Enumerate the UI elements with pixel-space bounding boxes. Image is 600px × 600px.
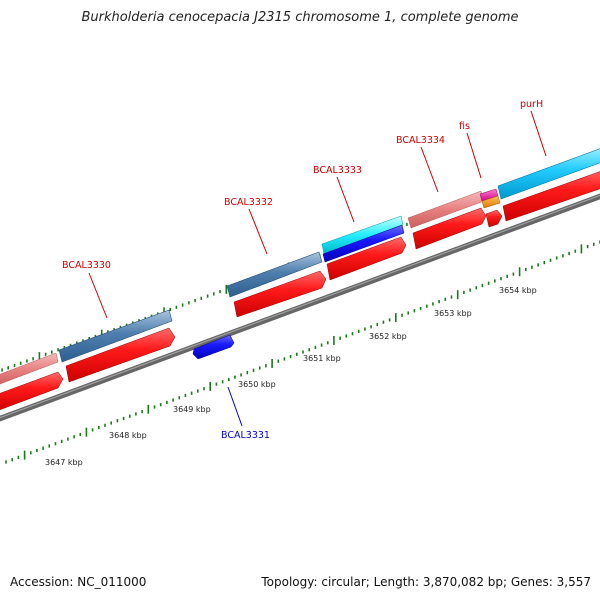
gene-arrow-BCAL3332[interactable]	[233, 270, 327, 318]
gene-bar-BCAL3332[interactable]	[226, 251, 323, 298]
dna-backbone-highlight	[0, 194, 600, 419]
gene-arrow-BCAL3330[interactable]	[65, 327, 176, 383]
scale-label: 3652 kbp	[369, 332, 407, 341]
gene-label-BCAL3334[interactable]: BCAL3334	[396, 135, 445, 146]
scale-label: 3650 kbp	[238, 380, 276, 389]
gene-features	[0, 145, 600, 412]
gene-arrow-BCAL3333[interactable]	[326, 236, 407, 281]
gene-block-pink-left[interactable]	[0, 352, 59, 387]
backbone-track	[0, 193, 600, 422]
scale-label: 3653 kbp	[434, 309, 472, 318]
leader-BCAL3334	[420, 146, 439, 193]
scale-label: 3654 kbp	[499, 286, 537, 295]
gene-label-BCAL3333[interactable]: BCAL3333	[313, 165, 362, 176]
leader-BCAL3333	[336, 176, 355, 223]
scale-labels: 3647 kbp 3648 kbp 3649 kbp 3650 kbp 3651…	[45, 286, 537, 467]
leader-BCAL3330	[88, 272, 108, 319]
gene-arrow-red-left[interactable]	[0, 371, 64, 412]
gene-bar-BCAL3330[interactable]	[58, 309, 173, 363]
gene-labels: BCAL3330 BCAL3331 BCAL3332 BCAL3333 BCAL…	[62, 99, 543, 441]
gene-arrow-fis[interactable]	[485, 209, 503, 228]
gene-label-fis[interactable]: fis	[459, 121, 470, 132]
gene-label-leaders	[88, 110, 547, 427]
scale-label: 3648 kbp	[109, 431, 147, 440]
leader-fis	[466, 132, 482, 179]
gene-bar-fis-orange[interactable]	[481, 195, 501, 209]
dna-backbone-line	[0, 193, 600, 422]
accession-text: Accession: NC_011000	[10, 575, 147, 589]
leader-BCAL3332	[248, 208, 268, 255]
gene-bar-BCAL3333-blue[interactable]	[322, 224, 405, 263]
gene-bar-purH[interactable]	[497, 145, 600, 200]
gene-arrow-purH[interactable]	[502, 168, 600, 222]
lower-tick-row	[5, 240, 600, 464]
leader-BCAL3331	[227, 386, 243, 427]
scale-label: 3649 kbp	[173, 405, 211, 414]
gene-bar-BCAL3333-cyan[interactable]	[321, 215, 404, 255]
scale-label: 3651 kbp	[303, 354, 341, 363]
topology-summary-text: Topology: circular; Length: 3,870,082 bp…	[261, 575, 591, 589]
leader-purH	[530, 110, 547, 157]
map-title: Burkholderia cenocepacia J2315 chromosom…	[81, 10, 519, 25]
gene-label-BCAL3330[interactable]: BCAL3330	[62, 260, 111, 271]
gene-arrow-BCAL3331[interactable]	[192, 334, 235, 360]
scale-label: 3647 kbp	[45, 458, 83, 467]
gene-arrow-BCAL3334[interactable]	[412, 207, 487, 250]
gene-label-BCAL3331[interactable]: BCAL3331	[221, 430, 270, 441]
gene-label-purH[interactable]: purH	[520, 99, 543, 110]
gene-label-BCAL3332[interactable]: BCAL3332	[224, 197, 273, 208]
